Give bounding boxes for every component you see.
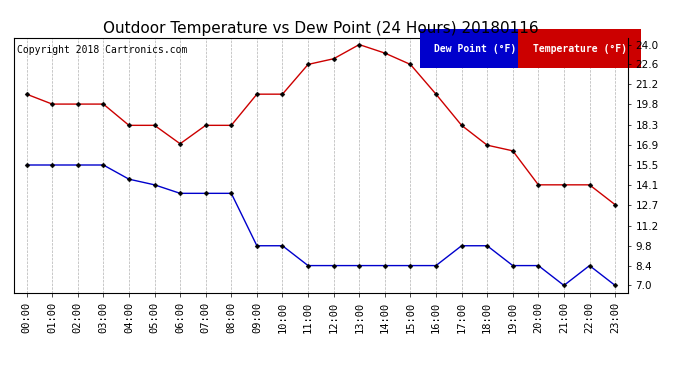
Title: Outdoor Temperature vs Dew Point (24 Hours) 20180116: Outdoor Temperature vs Dew Point (24 Hou… bbox=[103, 21, 539, 36]
Text: Temperature (°F): Temperature (°F) bbox=[533, 44, 627, 54]
Text: Copyright 2018 Cartronics.com: Copyright 2018 Cartronics.com bbox=[17, 45, 187, 55]
Text: Dew Point (°F): Dew Point (°F) bbox=[435, 44, 517, 54]
